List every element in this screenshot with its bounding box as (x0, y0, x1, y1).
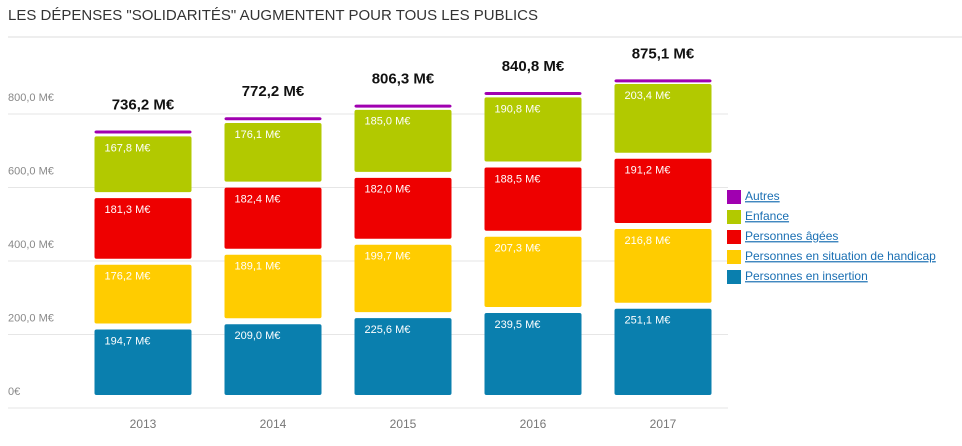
bar-segment (94, 136, 192, 193)
bar-segment (94, 264, 192, 324)
value-label: 225,6 M€ (365, 324, 411, 336)
bar-segment (224, 254, 322, 319)
bar-segment (354, 109, 452, 172)
bar-segment (224, 324, 322, 395)
value-label: 167,8 M€ (105, 142, 151, 154)
value-label: 216,8 M€ (625, 235, 671, 247)
value-label: 194,7 M€ (105, 335, 151, 347)
value-label: 199,7 M€ (365, 251, 411, 263)
bar-segment (614, 84, 712, 153)
bar-segment (614, 79, 712, 83)
bar-segment (224, 122, 322, 182)
legend-swatch (727, 210, 741, 224)
total-label: 806,3 M€ (372, 71, 435, 88)
bar-segment (614, 308, 712, 395)
y-tick-label: 200,0 M€ (8, 312, 54, 324)
y-tick-label: 0€ (8, 386, 20, 398)
legend-entry[interactable]: Personnes en insertion (745, 269, 868, 283)
bar-segment (354, 244, 452, 313)
bar-segment (354, 177, 452, 239)
bar-segment (484, 167, 582, 231)
x-tick-label: 2017 (650, 417, 677, 431)
legend-entry[interactable]: Enfance (745, 209, 789, 223)
chart-title: LES DÉPENSES "SOLIDARITÉS" AUGMENTENT PO… (8, 7, 538, 24)
x-tick-label: 2013 (130, 417, 157, 431)
legend-swatch (727, 230, 741, 244)
legend-swatch (727, 190, 741, 204)
y-tick-label: 800,0 M€ (8, 92, 54, 104)
total-label: 875,1 M€ (632, 45, 695, 62)
bar-segment (224, 117, 322, 121)
legend-swatch (727, 250, 741, 264)
value-label: 182,0 M€ (365, 184, 411, 196)
value-label: 182,4 M€ (235, 194, 281, 206)
x-tick-label: 2014 (260, 417, 287, 431)
value-label: 239,5 M€ (495, 319, 541, 331)
bar-segment (94, 130, 192, 134)
y-tick-label: 400,0 M€ (8, 239, 54, 251)
bar-segment (484, 236, 582, 307)
value-label: 176,2 M€ (105, 271, 151, 283)
x-tick-label: 2015 (390, 417, 417, 431)
value-label: 189,1 M€ (235, 261, 281, 273)
legend-entry[interactable]: Personnes âgées (745, 229, 838, 243)
value-label: 176,1 M€ (235, 129, 281, 141)
value-label: 191,2 M€ (625, 165, 671, 177)
legend-swatch (727, 270, 741, 284)
value-label: 207,3 M€ (495, 243, 541, 255)
value-label: 185,0 M€ (365, 116, 411, 128)
bar-segment (484, 92, 582, 96)
bar-segment (94, 198, 192, 259)
bar-segment (94, 329, 192, 395)
value-label: 181,3 M€ (105, 204, 151, 216)
bar-segment (484, 312, 582, 395)
bar-segment (224, 187, 322, 249)
value-label: 203,4 M€ (625, 90, 671, 102)
bar-segment (354, 318, 452, 395)
value-label: 190,8 M€ (495, 103, 541, 115)
total-label: 840,8 M€ (502, 58, 565, 75)
value-label: 188,5 M€ (495, 173, 541, 185)
value-label: 251,1 M€ (625, 315, 671, 327)
total-label: 772,2 M€ (242, 83, 305, 100)
x-tick-label: 2016 (520, 417, 547, 431)
legend-entry[interactable]: Autres (745, 189, 780, 203)
bar-segment (614, 158, 712, 224)
bar-segment (354, 104, 452, 108)
bar-segment (614, 229, 712, 303)
value-label: 209,0 M€ (235, 330, 281, 342)
bar-segment (484, 97, 582, 162)
legend-entry[interactable]: Personnes en situation de handicap (745, 249, 936, 263)
total-label: 736,2 M€ (112, 96, 175, 113)
y-tick-label: 600,0 M€ (8, 165, 54, 177)
